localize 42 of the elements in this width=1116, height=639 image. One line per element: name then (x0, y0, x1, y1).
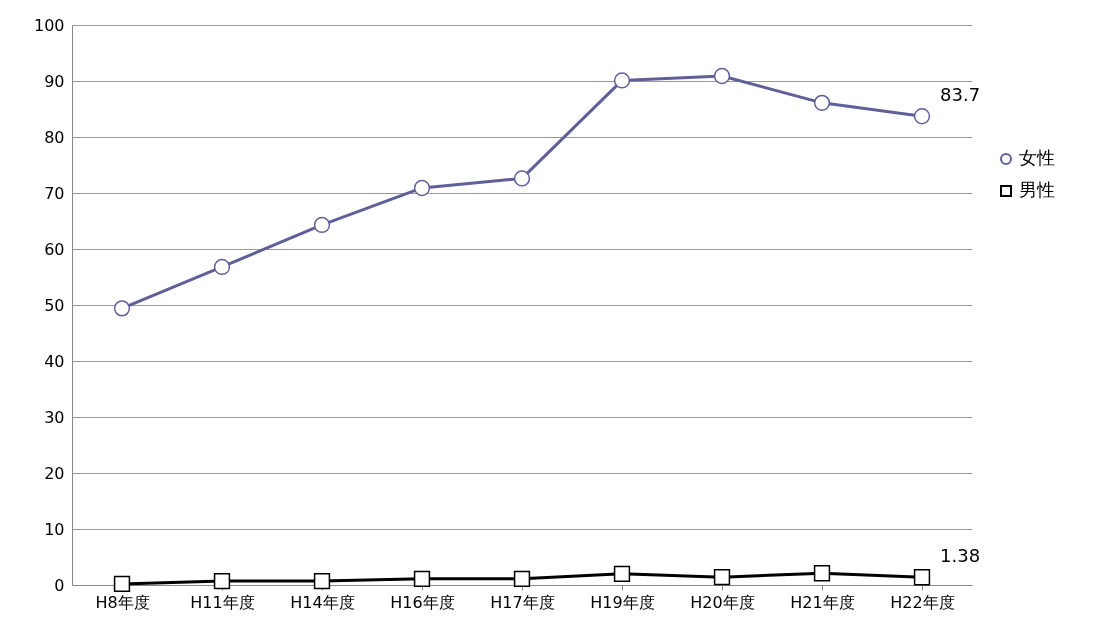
y-tick-label: 60 (44, 239, 65, 259)
point (413, 179, 431, 197)
x-tick-label: H17年度 (490, 592, 555, 612)
x-tick-label: H20年度 (690, 592, 755, 612)
point (513, 170, 531, 187)
point (813, 94, 831, 111)
y-tick-label: 40 (44, 351, 65, 371)
legend-label: 女性 (1019, 147, 1055, 168)
point (313, 216, 331, 234)
y-tick-label: 50 (44, 295, 65, 315)
x-tick-label: H22年度 (890, 592, 955, 612)
y-tick-label: 10 (44, 519, 65, 539)
point (813, 565, 831, 582)
point (713, 568, 731, 586)
x-tick-label: H19年度 (590, 592, 655, 612)
y-tick-label: 90 (44, 71, 65, 91)
x-tick-label: H16年度 (390, 592, 455, 612)
legend-label: 男性 (1019, 179, 1055, 200)
x-tick-label: H21年度 (790, 592, 855, 612)
point (113, 575, 131, 593)
y-tick-label: 30 (44, 407, 65, 427)
point (713, 67, 731, 85)
y-tick-label: 0 (54, 575, 65, 595)
point (613, 72, 631, 89)
point (213, 572, 231, 590)
point (213, 258, 231, 276)
y-tick-label: 70 (44, 183, 65, 203)
point (913, 108, 931, 125)
data-label: 83.7 (940, 84, 981, 106)
point (613, 565, 631, 582)
point (413, 570, 431, 588)
x-tick-label: H8年度 (95, 592, 150, 612)
point (313, 572, 331, 590)
point (513, 570, 531, 588)
data-label: 1.38 (940, 545, 981, 567)
point (913, 569, 931, 586)
y-tick-label: 20 (44, 463, 65, 483)
point (113, 300, 131, 317)
x-tick-label: H11年度 (190, 592, 255, 612)
y-tick-label: 80 (44, 127, 65, 147)
x-tick-label: H14年度 (290, 592, 355, 612)
y-tick-label: 100 (33, 15, 65, 35)
